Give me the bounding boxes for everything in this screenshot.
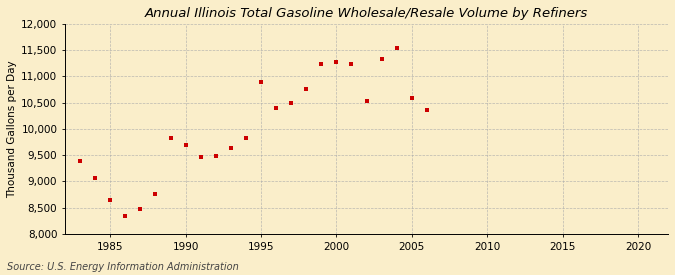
Point xyxy=(135,207,146,211)
Point xyxy=(421,108,432,112)
Point xyxy=(225,145,236,150)
Point xyxy=(180,142,191,147)
Point xyxy=(361,98,372,103)
Point xyxy=(195,155,206,159)
Y-axis label: Thousand Gallons per Day: Thousand Gallons per Day xyxy=(7,60,17,198)
Point xyxy=(90,175,101,180)
Text: Source: U.S. Energy Information Administration: Source: U.S. Energy Information Administ… xyxy=(7,262,238,272)
Point xyxy=(392,46,402,50)
Point xyxy=(346,62,357,67)
Point xyxy=(120,214,131,218)
Point xyxy=(211,153,221,158)
Point xyxy=(150,192,161,196)
Point xyxy=(316,62,327,67)
Point xyxy=(286,100,296,105)
Point xyxy=(240,136,251,141)
Point xyxy=(301,87,312,91)
Point xyxy=(271,106,281,110)
Point xyxy=(376,56,387,61)
Point xyxy=(406,96,417,101)
Point xyxy=(165,136,176,140)
Point xyxy=(75,159,86,164)
Point xyxy=(256,79,267,84)
Point xyxy=(331,60,342,64)
Point xyxy=(105,197,115,202)
Title: Annual Illinois Total Gasoline Wholesale/Resale Volume by Refiners: Annual Illinois Total Gasoline Wholesale… xyxy=(145,7,588,20)
